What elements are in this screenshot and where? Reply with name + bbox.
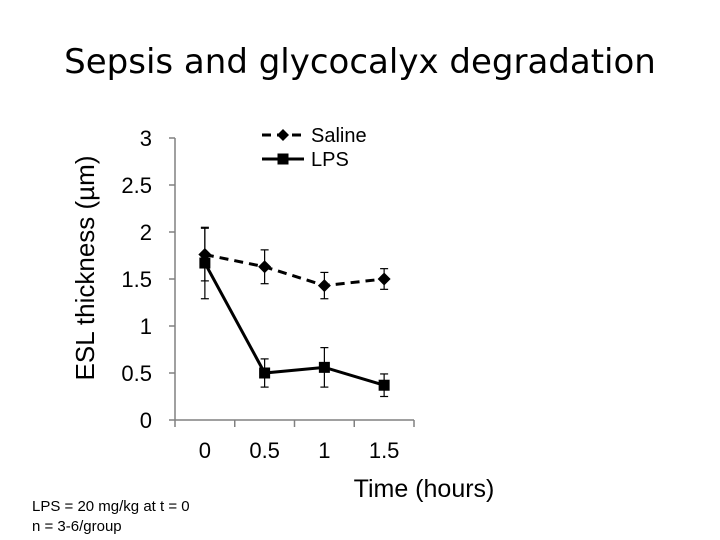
legend-label-lps: LPS	[311, 149, 349, 171]
data-point-saline	[258, 260, 272, 274]
data-point-lps	[259, 367, 271, 379]
series-layer	[198, 226, 391, 398]
x-tick-label: 1	[318, 438, 330, 463]
footnote-dose: LPS = 20 mg/kg at t = 0	[32, 498, 190, 515]
series-saline	[198, 227, 391, 300]
series-line-saline	[204, 253, 385, 288]
y-axis-label: ESL thickness (µm)	[70, 156, 100, 381]
data-point-lps	[318, 361, 330, 373]
y-tick-label: 0	[140, 408, 152, 433]
x-tick-label: 0.5	[249, 438, 280, 463]
legend-label-saline: Saline	[311, 125, 367, 147]
x-axis-label: Time (hours)	[354, 475, 495, 503]
series-lps	[199, 226, 390, 398]
legend-marker-lps	[277, 153, 289, 165]
y-tick-label: 2.5	[121, 173, 152, 198]
x-tick-label: 1.5	[369, 438, 400, 463]
x-ticks: 0 0.5 1 1.5	[174, 420, 415, 463]
y-tick-label: 3	[140, 126, 152, 151]
y-tick-label: 1	[140, 314, 152, 339]
y-tick-label: 2	[140, 220, 152, 245]
y-tick-label: 1.5	[121, 267, 152, 292]
footnote-n: n = 3-6/group	[32, 518, 122, 535]
data-point-lps	[378, 379, 390, 391]
legend-marker-saline	[277, 129, 289, 141]
series-line-lps	[203, 262, 385, 387]
footnote: LPS = 20 mg/kg at t = 0 n = 3-6/group	[32, 497, 190, 537]
data-point-lps	[199, 257, 211, 269]
data-point-saline	[377, 272, 391, 286]
data-point-saline	[317, 279, 331, 293]
slide-title: Sepsis and glycocalyx degradation	[64, 42, 656, 82]
x-tick-label: 0	[199, 438, 211, 463]
y-ticks: 0 0.5 1 1.5 2 2.5 3	[121, 126, 175, 433]
y-tick-label: 0.5	[121, 361, 152, 386]
